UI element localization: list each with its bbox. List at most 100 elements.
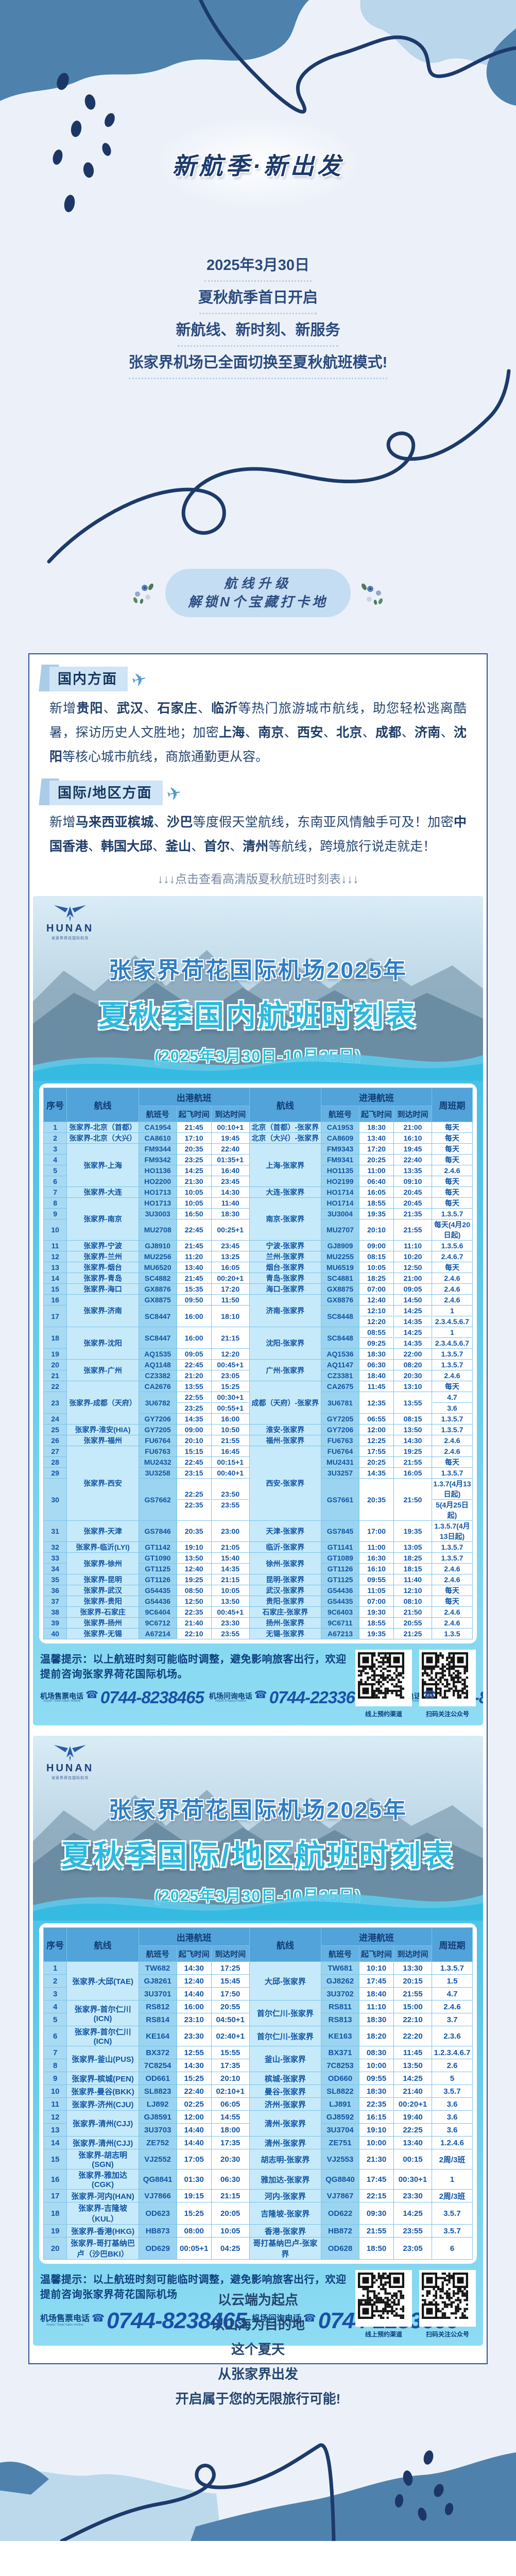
table-row: 10 张家界-曼谷(BKK) SL8823 22:40 02:10+1 曼谷-张家界 SL8…: [43, 2084, 473, 2098]
hero-glow: [155, 116, 361, 209]
table-cell: 00:30+1 00:55+1: [211, 1392, 250, 1414]
table-cell: 11:50: [211, 1294, 250, 1306]
table-cell: 21:00: [393, 1122, 432, 1133]
city-name: 西安: [297, 725, 323, 740]
airport-logo: HUNAN 张家界荷花国际机场: [46, 904, 94, 941]
table-cell: 07:00: [358, 1283, 394, 1295]
phone-icon: ☎: [303, 2312, 316, 2324]
table-cell: 8: [43, 1197, 67, 1209]
column-header: 航线: [66, 1927, 139, 1962]
table-cell: 济南-张家界: [249, 1294, 322, 1327]
airport-logo-icon: [54, 905, 87, 922]
table-cell: 22:25 22:35: [176, 1478, 212, 1521]
table-cell: 23:05: [393, 2237, 432, 2260]
table-cell: 16:40: [211, 1165, 250, 1176]
table-cell: 每天: [431, 1197, 473, 1209]
table-cell: 沈阳-张家界: [249, 1327, 322, 1360]
column-subheader: 航班号: [138, 1106, 177, 1122]
column-header: 序号: [43, 1088, 67, 1122]
table-row: 24 GY7206 14:35 16:00 GY7205 06:55 08:15 1.3.5.…: [43, 1413, 473, 1425]
table-cell: 张家界-武汉: [66, 1585, 139, 1596]
table-cell: 23: [43, 1392, 67, 1414]
table-cell: MU2255: [321, 1251, 359, 1262]
table-cell: 31: [43, 1520, 67, 1542]
table-cell: 张家界-雅加达(CGK): [66, 2169, 139, 2190]
table-cell: 张家界-首尔仁川(ICN): [66, 2000, 139, 2026]
table-cell: 14:35: [211, 1563, 250, 1574]
table-cell: 张家界-胡志明(SGN): [66, 2149, 139, 2170]
table-row: 36 张家界-武汉 G54435 08:50 10:05 武汉-张家界 G54436 11:0…: [43, 1585, 473, 1596]
table-cell: 10:50: [211, 1424, 250, 1435]
table-cell: 武汉-张家界: [249, 1585, 322, 1596]
table-cell: 15:25: [176, 2072, 212, 2085]
table-cell: 13:40: [358, 1132, 394, 1144]
column-header: 周班期: [431, 1927, 473, 1962]
qr-group: 线上预约渠道 扫码关注公众号: [355, 1650, 476, 1718]
table-cell: 1.2.3.4.6.7: [431, 2046, 473, 2059]
table-cell: 16:05: [211, 1262, 250, 1273]
table-cell: 21:35: [393, 1208, 432, 1219]
table-cell: 22:40: [211, 1143, 250, 1155]
cta-text[interactable]: ↓↓↓点击查看高清版夏秋航班时刻表↓↓↓: [157, 872, 359, 886]
table-row: 40 张家界-无锡 A67214 22:10 23:55 无锡-张家界 A67213 19:3…: [43, 1628, 473, 1639]
poem-line: 开启属于您的无限旅行可能!: [175, 2391, 341, 2406]
table-cell: 18:30: [211, 1208, 250, 1219]
poster-intl-footer: 温馨提示：以上航班时刻可能临时调整，避免影响旅客出行，欢迎提前咨询张家界荷花国际…: [40, 2270, 476, 2338]
table-row: 8 张家界-南京 HO1713 10:05 11:40 南京-张家界 HO1714 18:55…: [43, 1197, 473, 1241]
table-cell: 每天: [431, 1132, 473, 1144]
table-cell: 06:30: [211, 2169, 250, 2190]
table-cell: 20:25: [358, 1154, 394, 1165]
table-cell: 北京（首都）-张家界: [249, 1122, 322, 1133]
bottom-decor-graphic: [0, 2443, 516, 2541]
table-cell: 22:55 23:25: [176, 1392, 212, 1414]
table-cell: 17:35: [211, 2136, 250, 2149]
table-cell: 兰州-张家界: [249, 1251, 322, 1262]
table-cell: 22:10: [176, 1628, 212, 1639]
table-cell: HO1714: [321, 1187, 359, 1198]
table-cell: 14:50: [393, 1294, 432, 1306]
table-row: 21 CZ3382 21:20 23:05 CZ3381 18:40 20:30 2.4.6: [43, 1370, 473, 1381]
table-cell: SC8448: [321, 1327, 359, 1349]
table-cell: QG8840: [321, 2169, 359, 2190]
table-cell: 张家界-大邱(TAE): [66, 1961, 139, 2001]
table-cell: MU2708: [138, 1219, 177, 1241]
table-cell: 张家界-扬州: [66, 1617, 139, 1629]
dotted-divider: [178, 345, 338, 347]
table-card: 序号 航线 出港航班 航线 进港航班 周班期 航班号 起飞时间 到达时间 航班号 起飞时间 到达时间 1…: [39, 1923, 477, 2264]
city-name: 成都: [375, 725, 402, 740]
phone-number[interactable]: 0744-8238465: [106, 2308, 247, 2333]
table-cell: 14:25 14:35: [393, 1327, 432, 1349]
table-cell: ZE751: [321, 2136, 359, 2149]
table-cell: 16:05: [358, 1187, 394, 1198]
table-cell: 3U3257: [321, 1467, 359, 1479]
table-cell: 23:10: [176, 2013, 212, 2026]
content-card: 国内方面 ✈ 新增贵阳、武汉、石家庄、临沂等热门旅游城市航线，助您轻松逃离酷暑，…: [28, 653, 488, 2364]
squiggle-line-graphic: [47, 369, 511, 564]
paragraph-domestic: 新增贵阳、武汉、石家庄、临沂等热门旅游城市航线，助您轻松逃离酷暑，探访历史人文胜…: [49, 697, 467, 769]
table-cell: 22:35: [176, 1606, 212, 1618]
table-cell: 10:05: [176, 1187, 212, 1198]
table-cell: 17:45: [358, 2169, 394, 2190]
table-row: 33 张家界-徐州 GT1090 13:50 15:40 徐州-张家界 GT1089 16:3…: [43, 1552, 473, 1574]
table-cell: 张家界-临沂(LYI): [66, 1541, 139, 1553]
table-cell: 15:45: [211, 1974, 250, 1988]
table-cell: 每天: [431, 1122, 473, 1133]
table-cell: 1.5: [431, 1974, 473, 1988]
qr-code: [355, 1650, 412, 1706]
phone-number[interactable]: 0744-8238465: [100, 1688, 204, 1707]
table-cell: VJ2553: [321, 2149, 359, 2170]
table-cell: 10:00: [358, 2059, 394, 2072]
page-title: 新航季·新出发: [172, 152, 344, 179]
table-row: 3 张家界-上海 FM9344 20:35 22:40 上海-张家界 FM9343 17:20…: [43, 1143, 473, 1187]
table-cell: CA2676: [138, 1381, 177, 1392]
table-cell: 18:00: [211, 2123, 250, 2137]
table-cell: 28: [43, 1456, 67, 1468]
table-cell: 23:55: [211, 1628, 250, 1639]
dotted-divider: [199, 313, 317, 314]
table-cell: 北京（大兴）-张家界: [249, 1132, 322, 1144]
poster-intl: HUNAN 张家界荷花国际机场 张家界荷花国际机场2025年 夏秋季国际/地区航…: [33, 1736, 483, 2346]
table-cell: 23:25: [176, 1154, 212, 1165]
table-cell: 3U6781: [321, 1392, 359, 1414]
table-cell: 17:45: [358, 1974, 394, 1988]
